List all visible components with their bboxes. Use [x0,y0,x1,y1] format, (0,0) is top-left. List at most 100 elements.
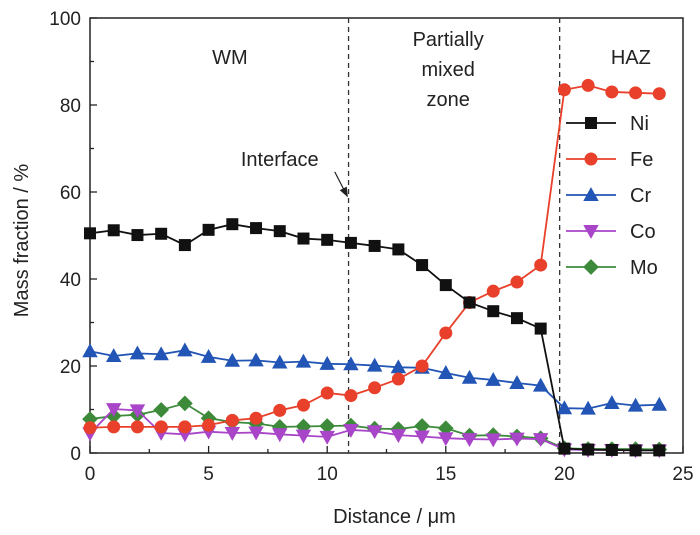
data-point-cr [129,345,146,360]
legend: Ni Fe Cr Co Mo [566,113,658,279]
region-label: HAZ [611,47,651,69]
data-point-cr [580,400,596,415]
data-point-co [532,433,549,447]
data-point-ni [487,305,500,318]
legend-marker-cr [583,187,599,201]
data-point-ni [84,227,96,240]
legend-marker-ni [585,117,597,129]
data-point-ni [297,232,310,245]
data-point-ni [534,322,547,335]
data-point-ni [273,225,286,238]
data-point-co [248,426,264,441]
data-point-ni [178,239,191,252]
data-point-ni [155,227,168,240]
x-tick-label: 0 [85,464,96,485]
series-cr [82,342,668,415]
data-point-fe [368,381,382,395]
data-point-fe [486,284,500,298]
y-tick-label: 100 [49,9,81,30]
x-tick-label: 10 [317,464,338,485]
data-point-cr [272,354,288,369]
data-point-fe [557,83,571,97]
y-tick-label: 40 [60,270,81,291]
data-point-cr [438,365,454,379]
legend-marker-mo [583,259,599,275]
region-label: zone [426,89,469,111]
data-point-co [272,428,288,443]
data-point-fe [605,85,619,99]
data-point-fe [652,87,666,101]
data-point-co [438,432,454,447]
data-point-cr [200,348,217,363]
data-point-fe [178,420,192,434]
series-fe [83,78,666,435]
data-point-mo [177,395,193,412]
data-point-fe [629,86,643,100]
region-label: mixed [421,59,474,81]
data-point-cr [319,355,335,370]
data-point-fe [154,420,168,434]
series-line-fe [89,84,660,429]
data-point-cr [224,352,241,367]
data-point-fe [415,359,429,373]
data-point-fe [273,403,287,417]
data-point-cr [82,343,98,358]
data-point-co [224,426,241,441]
data-point-co [105,403,122,417]
data-point-ni [107,224,120,237]
data-point-cr [651,396,668,411]
region-label: WM [212,47,248,69]
data-point-ni [368,239,381,252]
y-tick-label: 80 [60,96,81,117]
y-tick-label: 60 [60,183,81,204]
legend-label-ni: Ni [630,113,649,135]
series-ni [84,218,666,457]
data-point-ni [226,218,239,231]
interface-annotation: Interface [241,149,319,171]
region-label: Partially [413,29,484,51]
legend-label-mo: Mo [630,257,658,279]
data-point-cr [509,375,525,389]
data-point-co [366,425,383,440]
data-point-ni [510,312,523,325]
data-point-co [319,430,335,445]
data-point-fe [202,418,216,432]
data-point-fe [344,389,358,403]
data-point-ni [344,236,357,249]
y-tick-label: 0 [70,444,81,465]
data-point-fe [249,411,263,425]
plot-layer: 0 5 10 15 20 25 0 20 40 60 80 100 WM Partially mixed zo… [49,9,693,485]
data-point-co [461,433,478,447]
data-point-fe [225,413,239,427]
data-point-co [414,430,430,445]
data-point-co [129,404,146,419]
data-point-cr [604,395,620,409]
data-point-ni [463,296,476,309]
data-point-ni [202,223,215,236]
data-point-cr [461,369,478,384]
data-point-ni [392,243,405,256]
series-line-ni [89,223,660,452]
x-tick-label: 20 [554,464,575,485]
data-point-ni [321,233,334,246]
x-tick-label: 15 [435,464,456,485]
data-point-ni [629,444,642,457]
data-point-cr [532,377,549,392]
data-point-fe [130,420,144,434]
data-point-ni [605,443,618,456]
data-point-mo [153,402,170,418]
x-axis-title: Distance / μm [333,506,456,528]
data-point-ni [653,444,666,457]
data-point-cr [556,400,573,415]
legend-label-fe: Fe [630,149,653,171]
interface-arrow [334,171,348,198]
data-point-fe [320,386,334,400]
x-tick-label: 5 [203,464,214,485]
data-point-cr [248,352,264,367]
data-point-cr [343,356,359,371]
data-point-fe [534,258,548,272]
data-point-cr [627,397,644,412]
data-point-cr [105,348,122,362]
data-point-cr [177,342,193,357]
data-point-fe [296,398,310,412]
